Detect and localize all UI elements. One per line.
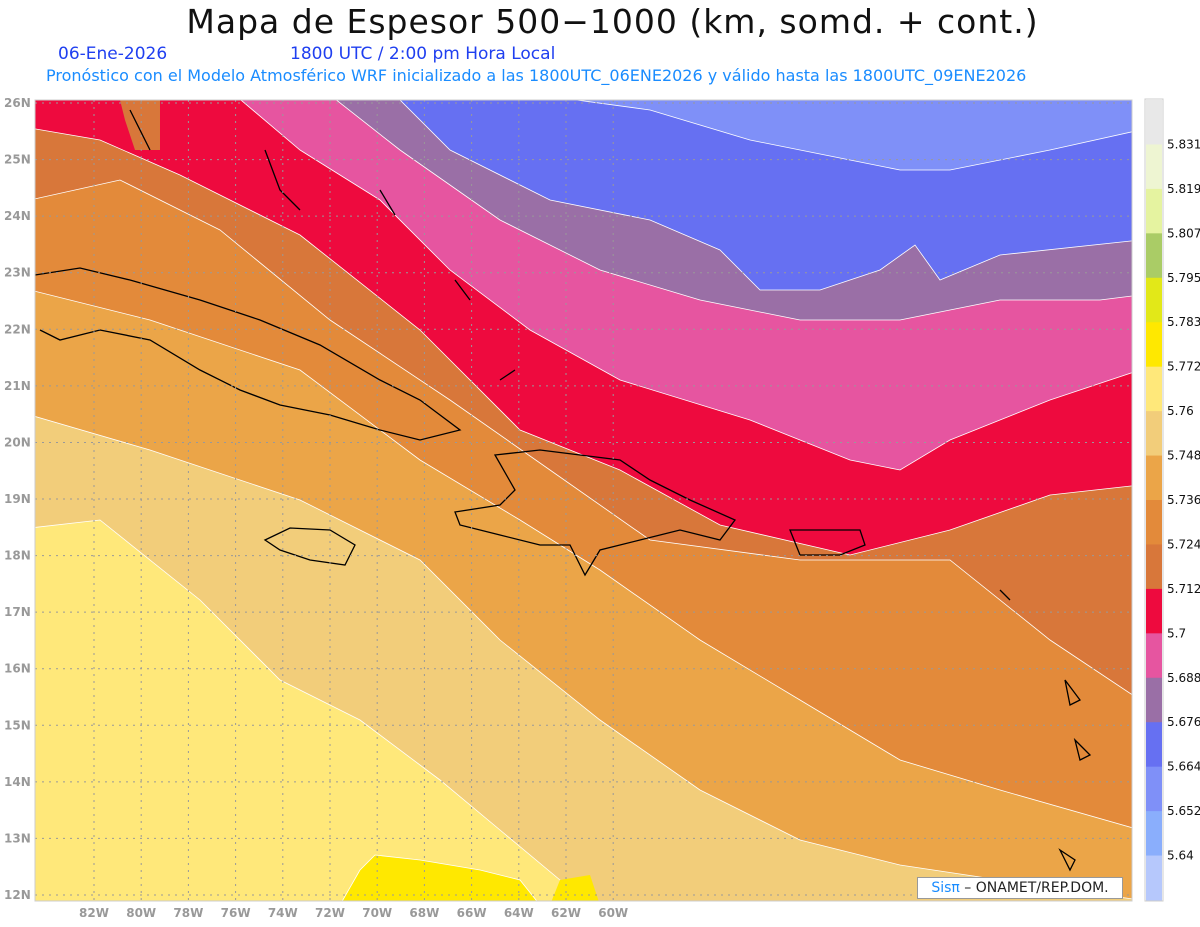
colorbar-frame <box>1144 98 1164 902</box>
colorbar-label: 5.712 <box>1167 582 1200 596</box>
credit-text: – ONAMET/REP.DOM. <box>959 880 1109 896</box>
colorbar-swatch <box>1146 633 1162 679</box>
coastlines <box>35 109 1092 872</box>
lon-label: 60W <box>598 906 628 920</box>
colorbar-swatch <box>1146 588 1162 634</box>
contour-band <box>551 875 599 901</box>
lon-label: 72W <box>315 906 345 920</box>
colorbar-swatch <box>1146 100 1162 145</box>
forecast-time: 1800 UTC / 2:00 pm Hora Local <box>290 44 556 64</box>
lat-label: 13N <box>4 831 31 845</box>
lon-label: 78W <box>173 906 203 920</box>
lon-label: 66W <box>457 906 487 920</box>
contour-band <box>573 100 1132 171</box>
colorbar-swatch <box>1146 811 1162 857</box>
colorbar-label: 5.795 <box>1167 271 1200 285</box>
coastline <box>263 527 356 566</box>
lon-label: 62W <box>551 906 581 920</box>
colorbar-swatch <box>1146 855 1162 901</box>
lat-label: 17N <box>4 605 31 619</box>
colorbar-swatch <box>1146 677 1162 723</box>
colorbar-label: 5.807 <box>1167 226 1200 240</box>
lat-label: 14N <box>4 775 31 789</box>
colorbar-swatch <box>1146 277 1162 323</box>
colorbar-label: 5.664 <box>1167 760 1200 774</box>
colorbar-label: 5.772 <box>1167 360 1200 374</box>
colorbar-label: 5.76 <box>1167 404 1194 418</box>
coastline <box>454 449 737 577</box>
colorbar-label: 5.831 <box>1167 137 1200 151</box>
coastline <box>129 109 516 381</box>
coastline <box>789 529 866 556</box>
lat-label: 21N <box>4 379 31 393</box>
colorbar-label: 5.748 <box>1167 449 1200 463</box>
colorbar-swatch <box>1146 722 1162 768</box>
lon-label: 80W <box>126 906 156 920</box>
lon-label: 68W <box>409 906 439 920</box>
colorbar-label: 5.64 <box>1167 849 1194 863</box>
lat-label: 12N <box>4 888 31 902</box>
lat-label: 20N <box>4 435 31 449</box>
lat-label: 19N <box>4 492 31 506</box>
colorbar-swatch <box>1146 411 1162 457</box>
colorbar-label: 5.736 <box>1167 493 1200 507</box>
colorbar-swatch <box>1146 500 1162 545</box>
lon-label: 76W <box>221 906 251 920</box>
forecast-date: 06-Ene-2026 <box>58 44 168 64</box>
lat-label: 18N <box>4 549 31 563</box>
colorbar-swatch <box>1146 144 1162 190</box>
lat-label: 24N <box>4 209 31 223</box>
lon-label: 70W <box>362 906 392 920</box>
colorbar-label: 5.688 <box>1167 671 1200 685</box>
sispi-logo: Sisπ <box>931 880 960 896</box>
colorbar-label: 5.783 <box>1167 315 1200 329</box>
colorbar-label: 5.724 <box>1167 537 1200 551</box>
colorbar-swatch <box>1146 366 1162 412</box>
lat-label: 15N <box>4 718 31 732</box>
colorbar: 5.831 5.819 5.807 5.795 5.783 5.772 5.76 5.748 5… <box>1144 98 1200 902</box>
axis-labels: 82W 80W 78W 76W 74W 72W 70W 68W 66W 64W 62W 60W 12N 1… <box>4 96 1133 920</box>
lat-label: 25N <box>4 153 31 167</box>
lat-label: 26N <box>4 96 31 110</box>
lat-label: 23N <box>4 266 31 280</box>
colorbar-label: 5.652 <box>1167 804 1200 818</box>
lon-label: 82W <box>79 906 109 920</box>
colorbar-swatch <box>1146 233 1162 279</box>
colorbar-label: 5.676 <box>1167 715 1200 729</box>
map-frame <box>34 99 1133 902</box>
colorbar-swatch <box>1146 188 1162 234</box>
coastline <box>999 589 1092 872</box>
lat-label: 22N <box>4 322 31 336</box>
grid-lines <box>35 100 1132 901</box>
contour-bands <box>35 100 1132 901</box>
lon-label: 64W <box>504 906 534 920</box>
forecast-subtitle: Pronóstico con el Modelo Atmosférico WRF… <box>46 66 1027 85</box>
colorbar-swatch <box>1146 766 1162 812</box>
map-title: Mapa de Espesor 500−1000 (km, somd. + co… <box>186 2 1039 41</box>
colorbar-swatch <box>1146 322 1162 368</box>
colorbar-label: 5.819 <box>1167 182 1200 196</box>
colorbar-label: 5.7 <box>1167 626 1186 640</box>
colorbar-swatch <box>1146 455 1162 501</box>
credit-box: Sisπ – ONAMET/REP.DOM. <box>917 877 1123 899</box>
contour-band <box>120 100 160 150</box>
lat-label: 16N <box>4 662 31 676</box>
lon-label: 74W <box>268 906 298 920</box>
colorbar-swatch <box>1146 544 1162 590</box>
coastline <box>35 267 462 441</box>
